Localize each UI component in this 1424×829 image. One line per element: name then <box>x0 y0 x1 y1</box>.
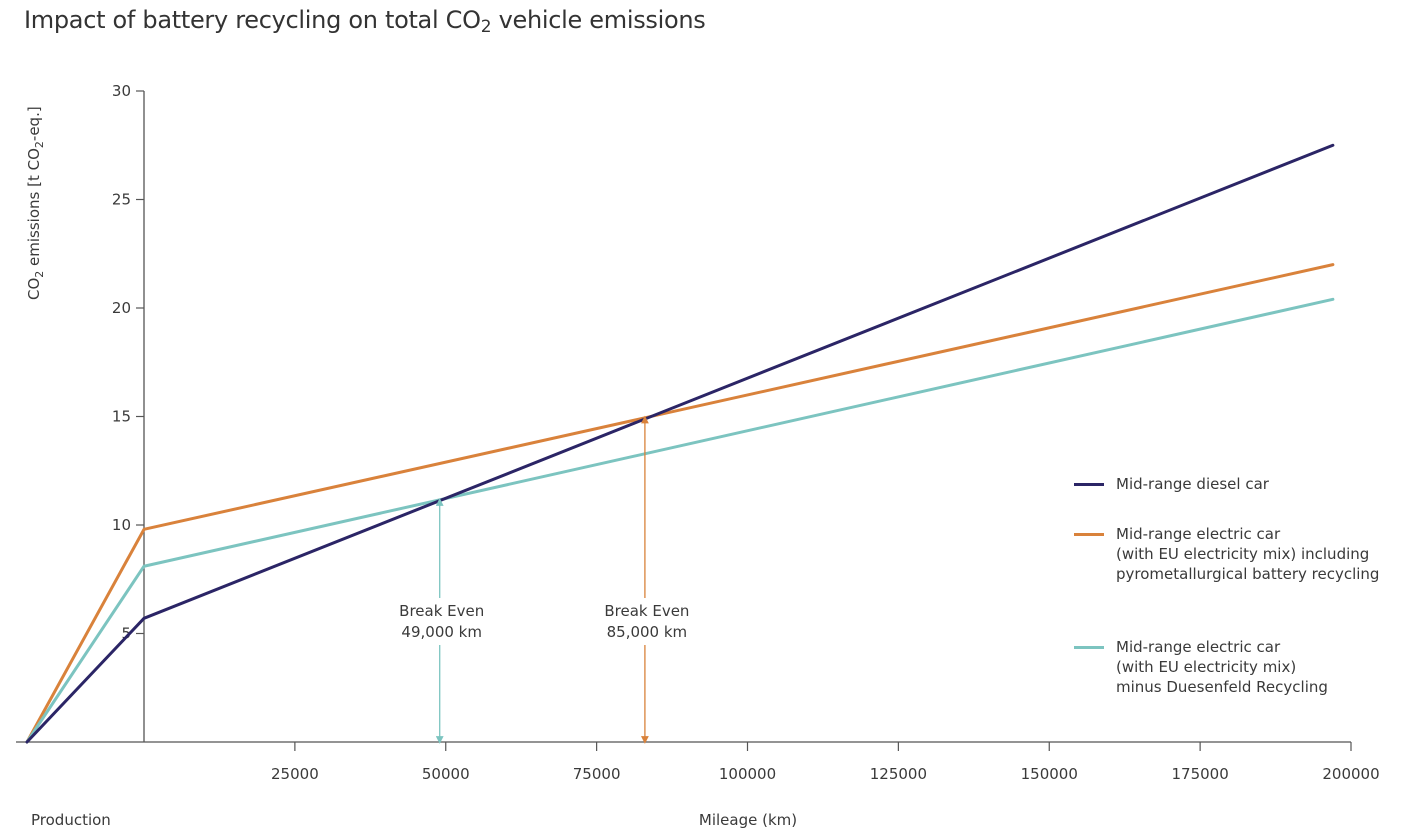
x-tick-label: 150000 <box>1021 765 1078 783</box>
title-text-end: vehicle emissions <box>491 6 706 34</box>
legend-item: Mid-range electric car (with EU electrici… <box>1072 524 1379 584</box>
break-even-label: 85,000 km <box>607 623 688 641</box>
series-lines <box>25 143 1335 744</box>
y-tick-label: 5 <box>121 625 131 643</box>
y-tick-label: 20 <box>112 299 131 317</box>
chart-title: Impact of battery recycling on total CO2… <box>24 6 706 37</box>
series-line-1 <box>25 263 1335 744</box>
series-line-2 <box>25 297 1335 744</box>
legend-label: Mid-range electric car <box>1116 638 1281 656</box>
title-subscript: 2 <box>480 17 492 37</box>
y-tick-label: 15 <box>112 408 131 426</box>
x-tick-label: 125000 <box>870 765 927 783</box>
series-line-0 <box>25 143 1335 744</box>
legend-swatch <box>1074 483 1104 486</box>
x-tick-label: 50000 <box>422 765 470 783</box>
break-even-label: Break Even <box>399 602 484 620</box>
legend-swatch <box>1074 533 1104 536</box>
legend-label: Mid-range diesel car <box>1116 475 1269 493</box>
x-tick-label: 25000 <box>271 765 319 783</box>
legend-item: Mid-range diesel car <box>1072 474 1269 494</box>
x-tick-label: 175000 <box>1171 765 1228 783</box>
legend-label: minus Duesenfeld Recycling <box>1116 678 1328 696</box>
legend-label: (with EU electricity mix) including <box>1116 545 1370 563</box>
legend-label: pyrometallurgical battery recycling <box>1116 565 1380 583</box>
y-tick-label: 25 <box>112 191 131 209</box>
title-text: Impact of battery recycling on total CO <box>24 6 481 34</box>
y-tick-label: 30 <box>112 82 131 100</box>
axes: 25000 50000 75000 100000 125000 150000 175000 2… <box>16 82 1380 783</box>
legend-swatch <box>1074 646 1104 649</box>
break-even-label: Break Even <box>604 602 689 620</box>
annotations: Break Even 49,000 km Break Even 85,000 km <box>399 415 689 744</box>
x-tick-label: 100000 <box>719 765 776 783</box>
x-tick-label: 200000 <box>1322 765 1379 783</box>
x-axis-label: Mileage (km) <box>699 811 797 829</box>
y-axis-label: CO2 emissions [t CO2-eq.] <box>25 106 46 300</box>
x-tick-label: 75000 <box>573 765 621 783</box>
legend-label: (with EU electricity mix) <box>1116 658 1297 676</box>
x-axis-production-label: Production <box>31 811 111 829</box>
break-even-label: 49,000 km <box>401 623 482 641</box>
legend-item: Mid-range electric car (with EU electrici… <box>1072 637 1328 697</box>
legend-label: Mid-range electric car <box>1116 525 1281 543</box>
y-tick-label: 10 <box>112 516 131 534</box>
